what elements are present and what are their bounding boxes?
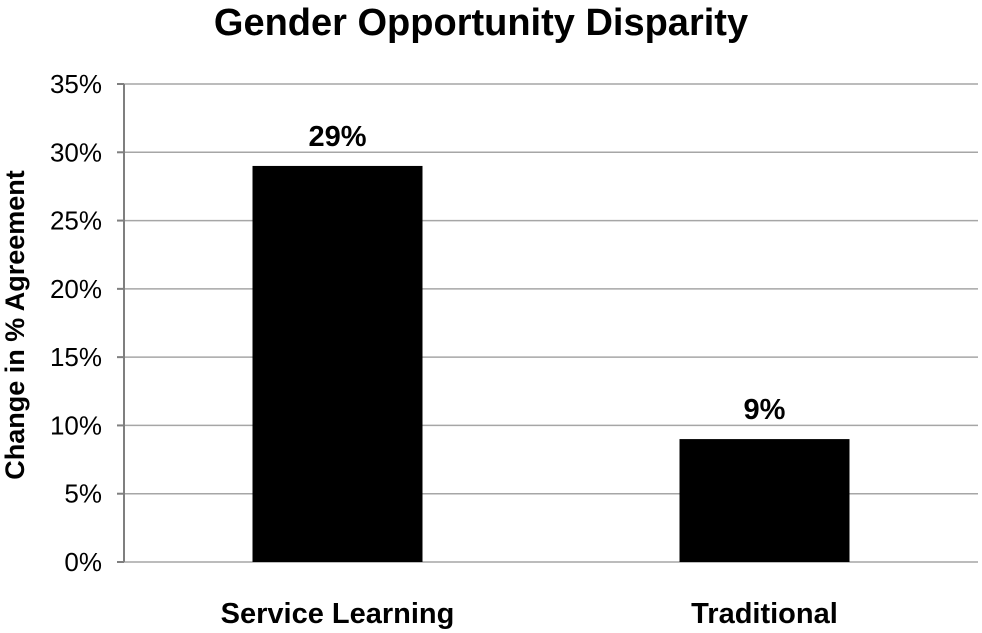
y-tick-label: 0% (64, 547, 102, 577)
category-label: Service Learning (221, 598, 455, 630)
y-tick-label: 5% (64, 479, 102, 509)
y-axis-ticks: 0% 5% 10% 15% 20% 25% 30% 35% (50, 69, 124, 577)
category-labels: Service Learning Traditional (221, 598, 838, 630)
gridlines (124, 83, 978, 563)
chart-title: Gender Opportunity Disparity (214, 2, 748, 44)
y-tick-label: 30% (50, 137, 102, 167)
y-tick-label: 10% (50, 410, 102, 440)
data-labels: 29% 9% (308, 121, 785, 426)
bars (252, 165, 850, 562)
bar (679, 439, 850, 562)
y-axis-label: Change in % Agreement (0, 170, 30, 480)
y-tick-label: 15% (50, 342, 102, 372)
y-tick-label: 35% (50, 69, 102, 99)
data-label: 29% (308, 121, 366, 153)
y-tick-label: 20% (50, 274, 102, 304)
bar (252, 165, 423, 562)
data-label: 9% (744, 394, 786, 426)
y-tick-label: 25% (50, 206, 102, 236)
category-label: Traditional (691, 598, 838, 630)
